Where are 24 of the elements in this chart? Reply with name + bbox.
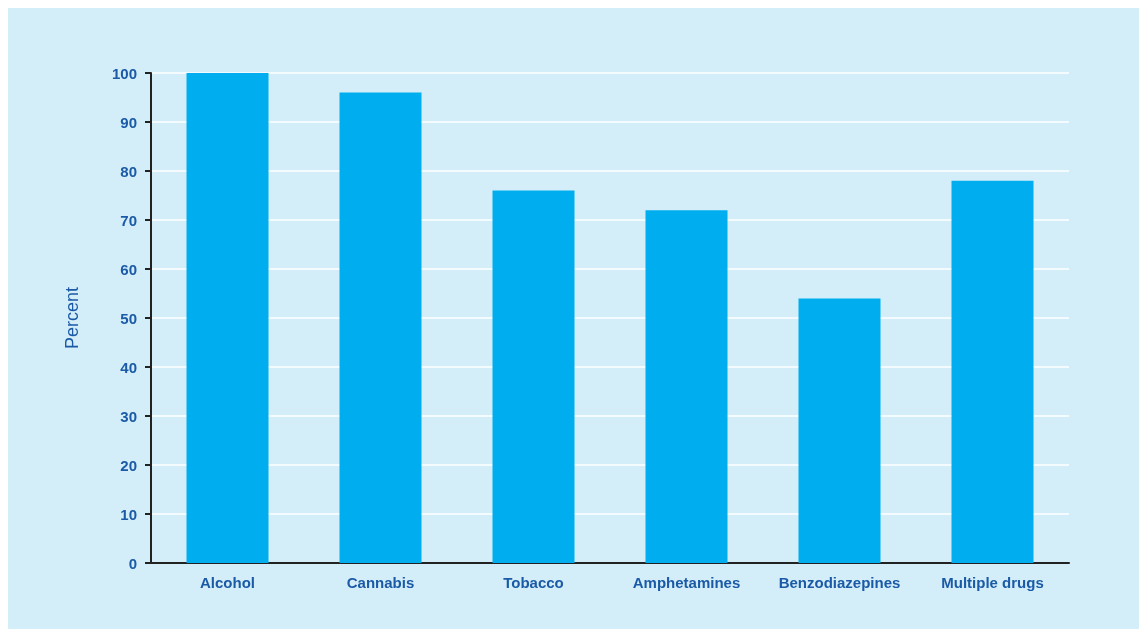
x-tick-label: Amphetamines xyxy=(632,574,741,591)
y-tick-label: 40 xyxy=(120,358,137,376)
y-tick-label: 20 xyxy=(120,456,137,474)
bar xyxy=(645,210,728,563)
y-axis-title: Percent xyxy=(62,286,82,350)
bar xyxy=(492,190,575,563)
y-tick-label: 90 xyxy=(120,113,137,131)
y-tick-label: 70 xyxy=(120,211,137,229)
y-tick-label: 30 xyxy=(120,407,137,425)
y-tick-label: 100 xyxy=(111,64,137,82)
y-tick-label: 10 xyxy=(120,505,137,523)
bar xyxy=(798,298,881,563)
bar xyxy=(951,180,1034,563)
y-tick-label: 0 xyxy=(128,554,137,572)
x-tick-label: Cannabis xyxy=(346,574,415,591)
x-tick-label: Multiple drugs xyxy=(941,574,1044,591)
bar xyxy=(339,92,422,563)
y-tick-label: 60 xyxy=(120,260,137,278)
bar xyxy=(186,73,269,563)
x-tick-label: Tobacco xyxy=(503,574,564,591)
y-tick-label: 80 xyxy=(120,162,137,180)
x-tick-label: Alcohol xyxy=(200,574,255,591)
x-tick-label: Benzodiazepines xyxy=(778,574,901,591)
y-tick-label: 50 xyxy=(120,309,137,327)
